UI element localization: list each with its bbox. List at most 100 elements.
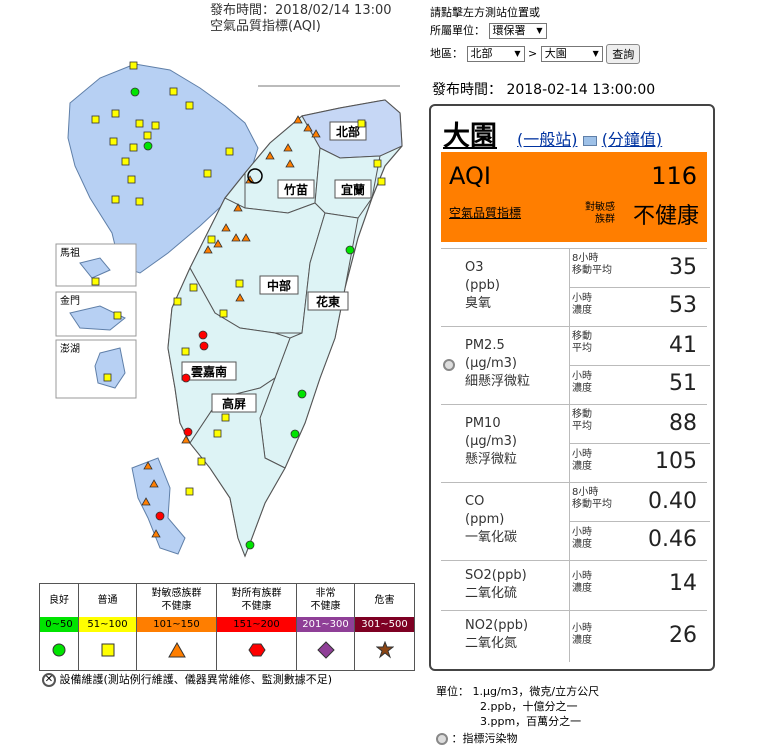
- pollutant-label: PM2.5 (μg/m3) 細懸浮微粒: [465, 337, 530, 391]
- unit-2: 2.ppb，十億分之一: [480, 700, 578, 713]
- station-marker[interactable]: [121, 157, 130, 166]
- station-marker[interactable]: [91, 277, 100, 286]
- station-marker[interactable]: [235, 293, 245, 302]
- pollutant-unit: (μg/m3): [465, 434, 517, 449]
- station-marker[interactable]: [143, 461, 153, 470]
- station-marker[interactable]: [109, 137, 118, 146]
- region-label-hualien-taitung[interactable]: 花東: [316, 294, 340, 309]
- station-marker[interactable]: [213, 429, 222, 438]
- station-marker[interactable]: [130, 87, 140, 97]
- station-marker[interactable]: [155, 511, 165, 521]
- minute-value-link[interactable]: (分鐘值): [601, 130, 663, 149]
- station-marker[interactable]: [303, 123, 313, 132]
- station-marker[interactable]: [181, 373, 191, 383]
- taiwan-map[interactable]: 北部 竹苗 宜蘭 中部 花東 雲嘉南 高屏 馬祖 金門 澎湖: [40, 48, 422, 576]
- station-marker[interactable]: [203, 169, 212, 178]
- region-select[interactable]: 北部 ▼: [466, 46, 525, 62]
- station-marker[interactable]: [141, 497, 151, 506]
- station-marker[interactable]: [245, 175, 255, 184]
- station-marker[interactable]: [111, 109, 120, 118]
- station-marker[interactable]: [113, 311, 122, 320]
- station-marker[interactable]: [233, 203, 243, 212]
- region-kaohsiung-pingtung[interactable]: [189, 376, 286, 558]
- pollutant-values: 移動 平均 41 小時 濃度 51: [569, 327, 710, 404]
- aqi-status: 不健康: [632, 204, 699, 229]
- station-marker[interactable]: [181, 435, 191, 444]
- station-marker[interactable]: [290, 429, 300, 439]
- station-marker[interactable]: [199, 341, 209, 351]
- station-marker[interactable]: [197, 457, 206, 466]
- region-label-kaohsiung-pingtung[interactable]: 高屏: [222, 396, 246, 411]
- station-publish-time: 發布時間： 2018-02-14 13:00:00: [432, 82, 656, 98]
- indicator-note: ：指標污染物: [451, 732, 518, 745]
- station-marker[interactable]: [203, 245, 213, 254]
- station-marker[interactable]: [143, 131, 152, 140]
- triangle-icon: [167, 642, 186, 658]
- legend-name: 良好: [49, 594, 69, 606]
- agency-select[interactable]: 環保署 ▼: [488, 23, 547, 39]
- station-select[interactable]: 大園 ▼: [540, 46, 603, 62]
- legend-range: 301~500: [355, 617, 414, 632]
- station-marker[interactable]: [135, 197, 144, 206]
- station-marker[interactable]: [213, 239, 223, 248]
- region-label-central[interactable]: 中部: [267, 278, 291, 293]
- value-label: 小時 濃度: [572, 623, 592, 646]
- station-marker[interactable]: [185, 487, 194, 496]
- station-marker[interactable]: [129, 143, 138, 152]
- station-marker[interactable]: [181, 347, 190, 356]
- station-type-link[interactable]: (一般站): [517, 130, 578, 149]
- station-marker[interactable]: [293, 115, 303, 124]
- station-marker[interactable]: [311, 129, 321, 138]
- region-label-north[interactable]: 北部: [336, 124, 360, 139]
- station-marker[interactable]: [129, 61, 138, 70]
- island-label-matsu[interactable]: 馬祖: [60, 246, 80, 259]
- station-marker[interactable]: [143, 141, 153, 151]
- station-marker[interactable]: [221, 413, 230, 422]
- station-marker[interactable]: [297, 389, 307, 399]
- station-marker[interactable]: [135, 119, 144, 128]
- station-marker[interactable]: [235, 279, 244, 288]
- aqi-sub-link[interactable]: 空氣品質指標: [449, 206, 522, 220]
- station-marker[interactable]: [283, 143, 293, 152]
- station-marker[interactable]: [345, 245, 355, 255]
- station-marker[interactable]: [149, 479, 159, 488]
- station-marker[interactable]: [377, 177, 386, 186]
- region-label-yunlin-chiayi-tainan[interactable]: 雲嘉南: [191, 364, 227, 379]
- station-marker[interactable]: [225, 147, 234, 156]
- station-marker[interactable]: [207, 235, 216, 244]
- unit-3: 3.ppm，百萬分之一: [480, 715, 582, 728]
- station-marker[interactable]: [198, 330, 208, 340]
- pollutant-label: CO (ppm) 一氧化碳: [465, 493, 517, 547]
- station-marker[interactable]: [111, 195, 120, 204]
- station-marker[interactable]: [231, 233, 241, 242]
- region-label-hsinchu-miaoli[interactable]: 竹苗: [283, 182, 308, 197]
- station-marker[interactable]: [169, 87, 178, 96]
- station-marker[interactable]: [219, 309, 228, 318]
- legend-range: 201~300: [297, 617, 354, 632]
- station-marker[interactable]: [221, 223, 231, 232]
- island-label-penghu[interactable]: 澎湖: [60, 343, 80, 355]
- station-marker[interactable]: [285, 159, 295, 168]
- station-marker[interactable]: [91, 115, 100, 124]
- station-marker[interactable]: [151, 121, 160, 130]
- station-marker[interactable]: [127, 175, 136, 184]
- image-icon[interactable]: [582, 135, 597, 146]
- station-marker[interactable]: [185, 101, 194, 110]
- station-marker[interactable]: [245, 540, 255, 550]
- station-marker[interactable]: [265, 151, 275, 160]
- station-marker[interactable]: [103, 373, 112, 382]
- station-name[interactable]: 大園: [443, 121, 497, 152]
- station-marker[interactable]: [173, 297, 182, 306]
- station-marker[interactable]: [151, 529, 161, 538]
- station-marker[interactable]: [373, 159, 382, 168]
- legend-range: 0~50: [40, 617, 78, 632]
- query-button[interactable]: 查詢: [606, 44, 641, 64]
- aqi-value: 116: [651, 162, 697, 190]
- pollutant-label: PM10 (μg/m3) 懸浮微粒: [465, 415, 517, 469]
- station-marker[interactable]: [189, 283, 198, 292]
- region-label-yilan[interactable]: 宜蘭: [341, 182, 365, 197]
- station-marker[interactable]: [357, 119, 366, 128]
- station-marker[interactable]: [183, 427, 193, 437]
- island-label-kinmen[interactable]: 金門: [60, 294, 80, 307]
- station-marker[interactable]: [241, 233, 251, 242]
